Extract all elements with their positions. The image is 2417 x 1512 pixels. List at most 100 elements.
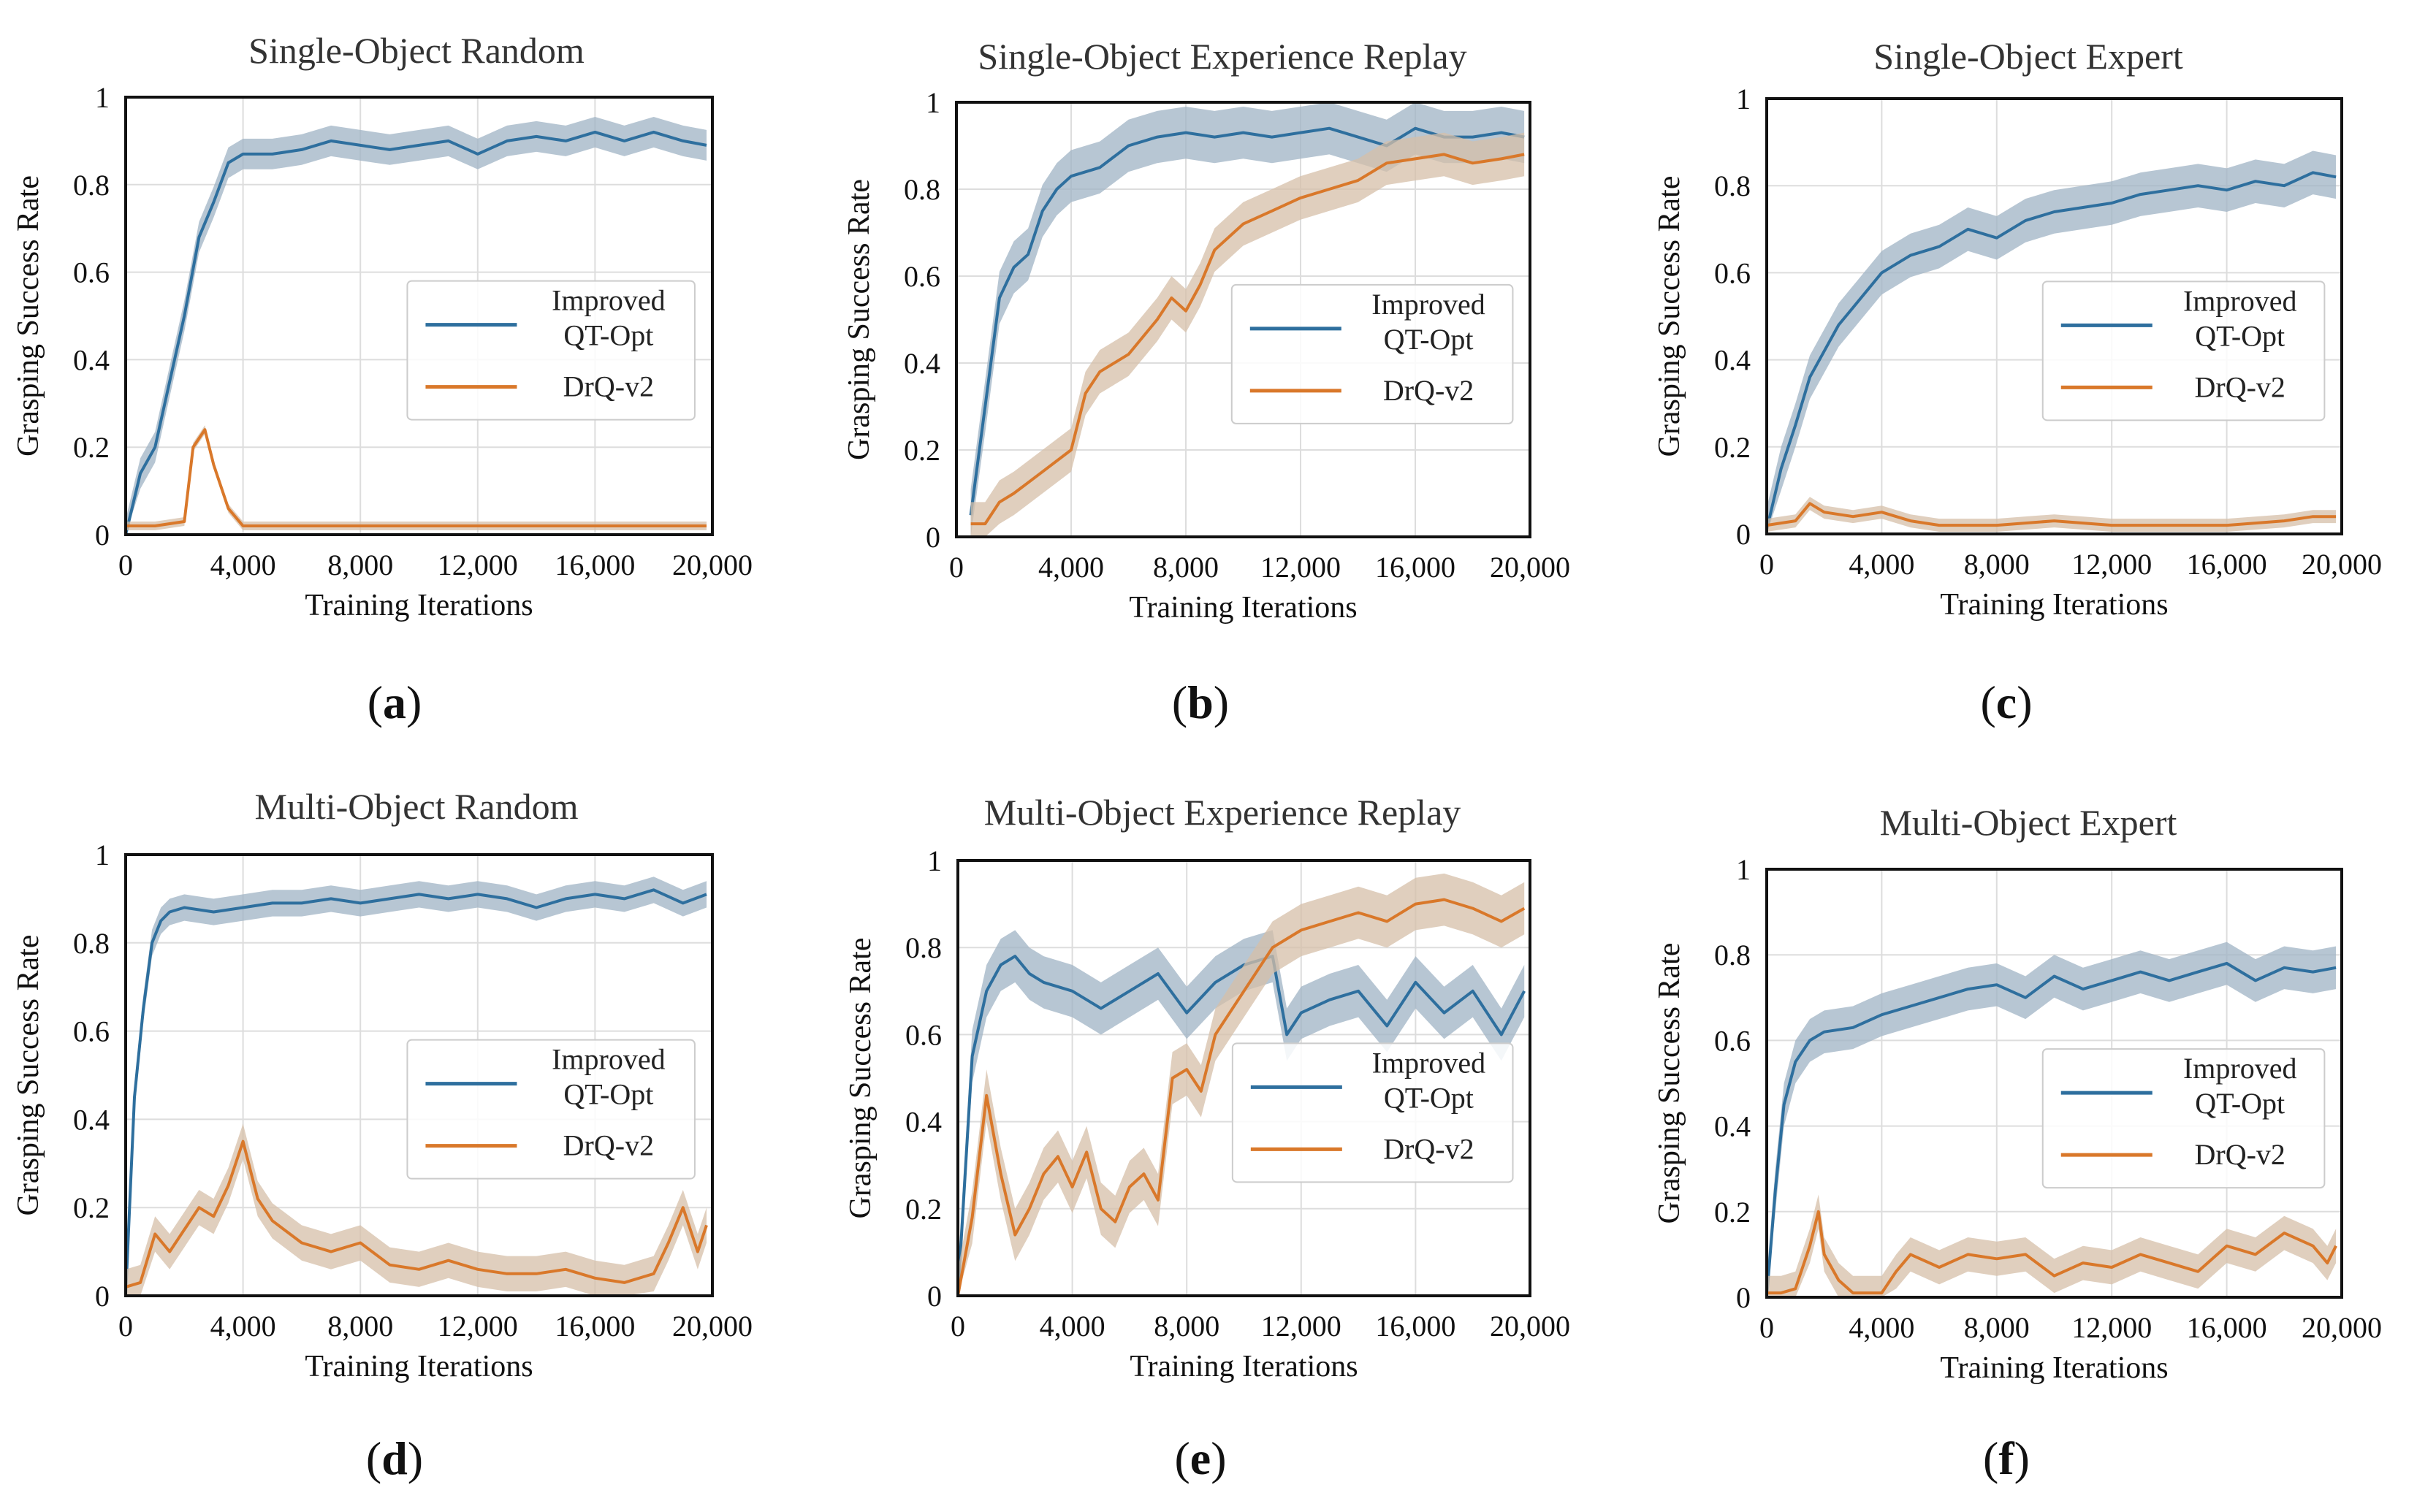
x-tick-label: 20,000 [2302, 1311, 2382, 1344]
panel-letter: (b) [1098, 676, 1303, 730]
x-axis-label: Training Iterations [1940, 1351, 2168, 1385]
panel-title: Single-Object Experience Replay [978, 36, 1467, 77]
x-tick-label: 0 [118, 1310, 133, 1343]
x-tick-label: 16,000 [555, 549, 635, 581]
x-axis-label: Training Iterations [1129, 591, 1357, 625]
series-line [124, 130, 707, 535]
y-tick-label: 0.6 [73, 1015, 110, 1048]
letter: d [381, 1432, 408, 1484]
series-line [1766, 502, 2337, 527]
y-tick-label: 0.2 [1714, 1196, 1751, 1229]
y-tick-label: 0.4 [1714, 1110, 1751, 1143]
paren-open: ( [1980, 676, 1996, 728]
y-tick-label: 0.8 [1714, 939, 1751, 971]
y-axis-label: Grasping Success Rate [12, 175, 45, 457]
y-tick-label: 0.8 [73, 927, 110, 960]
x-tick-label: 20,000 [2302, 548, 2382, 581]
letter: f [1998, 1432, 2014, 1484]
letter: c [1995, 676, 2017, 728]
legend-label-improved: Improved [1372, 1046, 1486, 1079]
chart-svg: 0 4,000 8,000 12,000 16,000 20,000 0 0.2 0.4 0.6 0… [842, 86, 1570, 625]
y-tick-label: 0 [95, 1280, 110, 1313]
legend-label-drq: DrQ-v2 [1383, 1132, 1474, 1165]
y-tick-label: 1 [927, 844, 942, 877]
x-tick-label: 16,000 [555, 1310, 635, 1343]
y-tick-label: 1 [1736, 83, 1751, 115]
y-tick-label: 0 [1736, 518, 1751, 551]
y-tick-label: 1 [95, 81, 110, 114]
chart-svg: 0 4,000 8,000 12,000 16,000 20,000 0 0.2 0.4 0.6 0… [12, 839, 753, 1383]
confidence-band [1767, 1194, 2337, 1297]
y-tick-label: 0.4 [73, 343, 110, 376]
x-tick-label: 16,000 [2187, 1311, 2267, 1344]
y-tick-label: 1 [926, 86, 940, 119]
panel-letter: (e) [1098, 1432, 1303, 1486]
letter: b [1187, 676, 1214, 728]
x-tick-label: 8,000 [327, 549, 393, 581]
y-axis-label: Grasping Success Rate [842, 179, 876, 460]
series-line [125, 1139, 708, 1288]
legend-label-improved-2: QT-Opt [2195, 1087, 2285, 1120]
x-tick-label: 12,000 [1260, 551, 1341, 584]
y-tick-label: 0.6 [1714, 256, 1751, 289]
confidence-band [958, 873, 1525, 1296]
chart-svg: 0 4,000 8,000 12,000 16,000 20,000 0 0.2 0.4 0.6 0… [1653, 83, 2382, 622]
y-tick-label: 1 [1736, 853, 1751, 886]
legend-label-improved: Improved [2183, 1052, 2297, 1085]
y-tick-label: 0 [1736, 1281, 1751, 1314]
series-line [970, 153, 1525, 526]
panel-d: Multi-Object Random 0 4,000 8,000 12,000 16,… [0, 756, 806, 1512]
legend-label-drq: DrQ-v2 [2194, 1138, 2285, 1171]
panel-c: Single-Object Expert 0 4,000 8,000 12,000 16… [1612, 0, 2417, 756]
x-tick-label: 0 [951, 1310, 965, 1343]
legend-label-improved: Improved [1371, 288, 1485, 321]
legend-label-drq: DrQ-v2 [2194, 370, 2285, 403]
y-tick-label: 0 [95, 519, 110, 551]
x-tick-label: 12,000 [2071, 1311, 2152, 1344]
letter: a [383, 676, 406, 728]
paren-open: ( [1174, 1432, 1190, 1484]
x-tick-label: 8,000 [1964, 1311, 2030, 1344]
confidence-band [126, 425, 707, 530]
confidence-band [1767, 942, 2337, 1297]
series-line [1767, 1210, 2337, 1295]
x-tick-label: 12,000 [438, 1310, 518, 1343]
y-tick-label: 0.4 [1714, 344, 1751, 377]
x-tick-label: 4,000 [1849, 548, 1914, 581]
panel-a: Single-Object Random 0 4,000 8,000 12,000 16… [0, 0, 806, 756]
panel-title: Multi-Object Experience Replay [983, 792, 1461, 833]
plot-frame [956, 859, 1531, 1297]
x-tick-label: 0 [118, 549, 133, 581]
panel-title: Multi-Object Expert [1879, 802, 2177, 843]
y-tick-label: 0.2 [1714, 431, 1751, 464]
legend-box [406, 280, 696, 421]
paren-open: ( [1983, 1432, 1999, 1484]
confidence-band [1767, 497, 2337, 532]
y-tick-label: 0.4 [905, 1106, 942, 1139]
y-tick-label: 0 [926, 521, 940, 554]
x-tick-label: 20,000 [672, 1310, 753, 1343]
plot-frame [955, 101, 1531, 538]
panel-letter: (a) [292, 676, 497, 730]
paren-open: ( [367, 676, 383, 728]
panel-title: Single-Object Expert [1873, 36, 2183, 77]
x-tick-label: 12,000 [2071, 548, 2152, 581]
panel-letter: (f) [1904, 1432, 2109, 1486]
plot-frame [124, 96, 714, 536]
y-axis-label: Grasping Success Rate [844, 938, 878, 1219]
plot-frame [1765, 868, 2343, 1299]
x-tick-label: 8,000 [1153, 551, 1219, 584]
x-axis-label: Training Iterations [305, 1350, 533, 1383]
y-tick-label: 0.2 [73, 431, 110, 464]
panel-e: Multi-Object Experience Replay 0 4,000 8,0… [806, 756, 1612, 1512]
x-tick-label: 8,000 [1964, 548, 2030, 581]
x-tick-label: 16,000 [2187, 548, 2267, 581]
series-line [956, 955, 1526, 1297]
y-tick-label: 0.6 [904, 260, 940, 293]
y-axis-label: Grasping Success Rate [1653, 943, 1686, 1224]
confidence-band [126, 877, 707, 1296]
confidence-band [126, 1123, 707, 1296]
x-axis-label: Training Iterations [1130, 1350, 1358, 1383]
x-tick-label: 16,000 [1375, 551, 1455, 584]
